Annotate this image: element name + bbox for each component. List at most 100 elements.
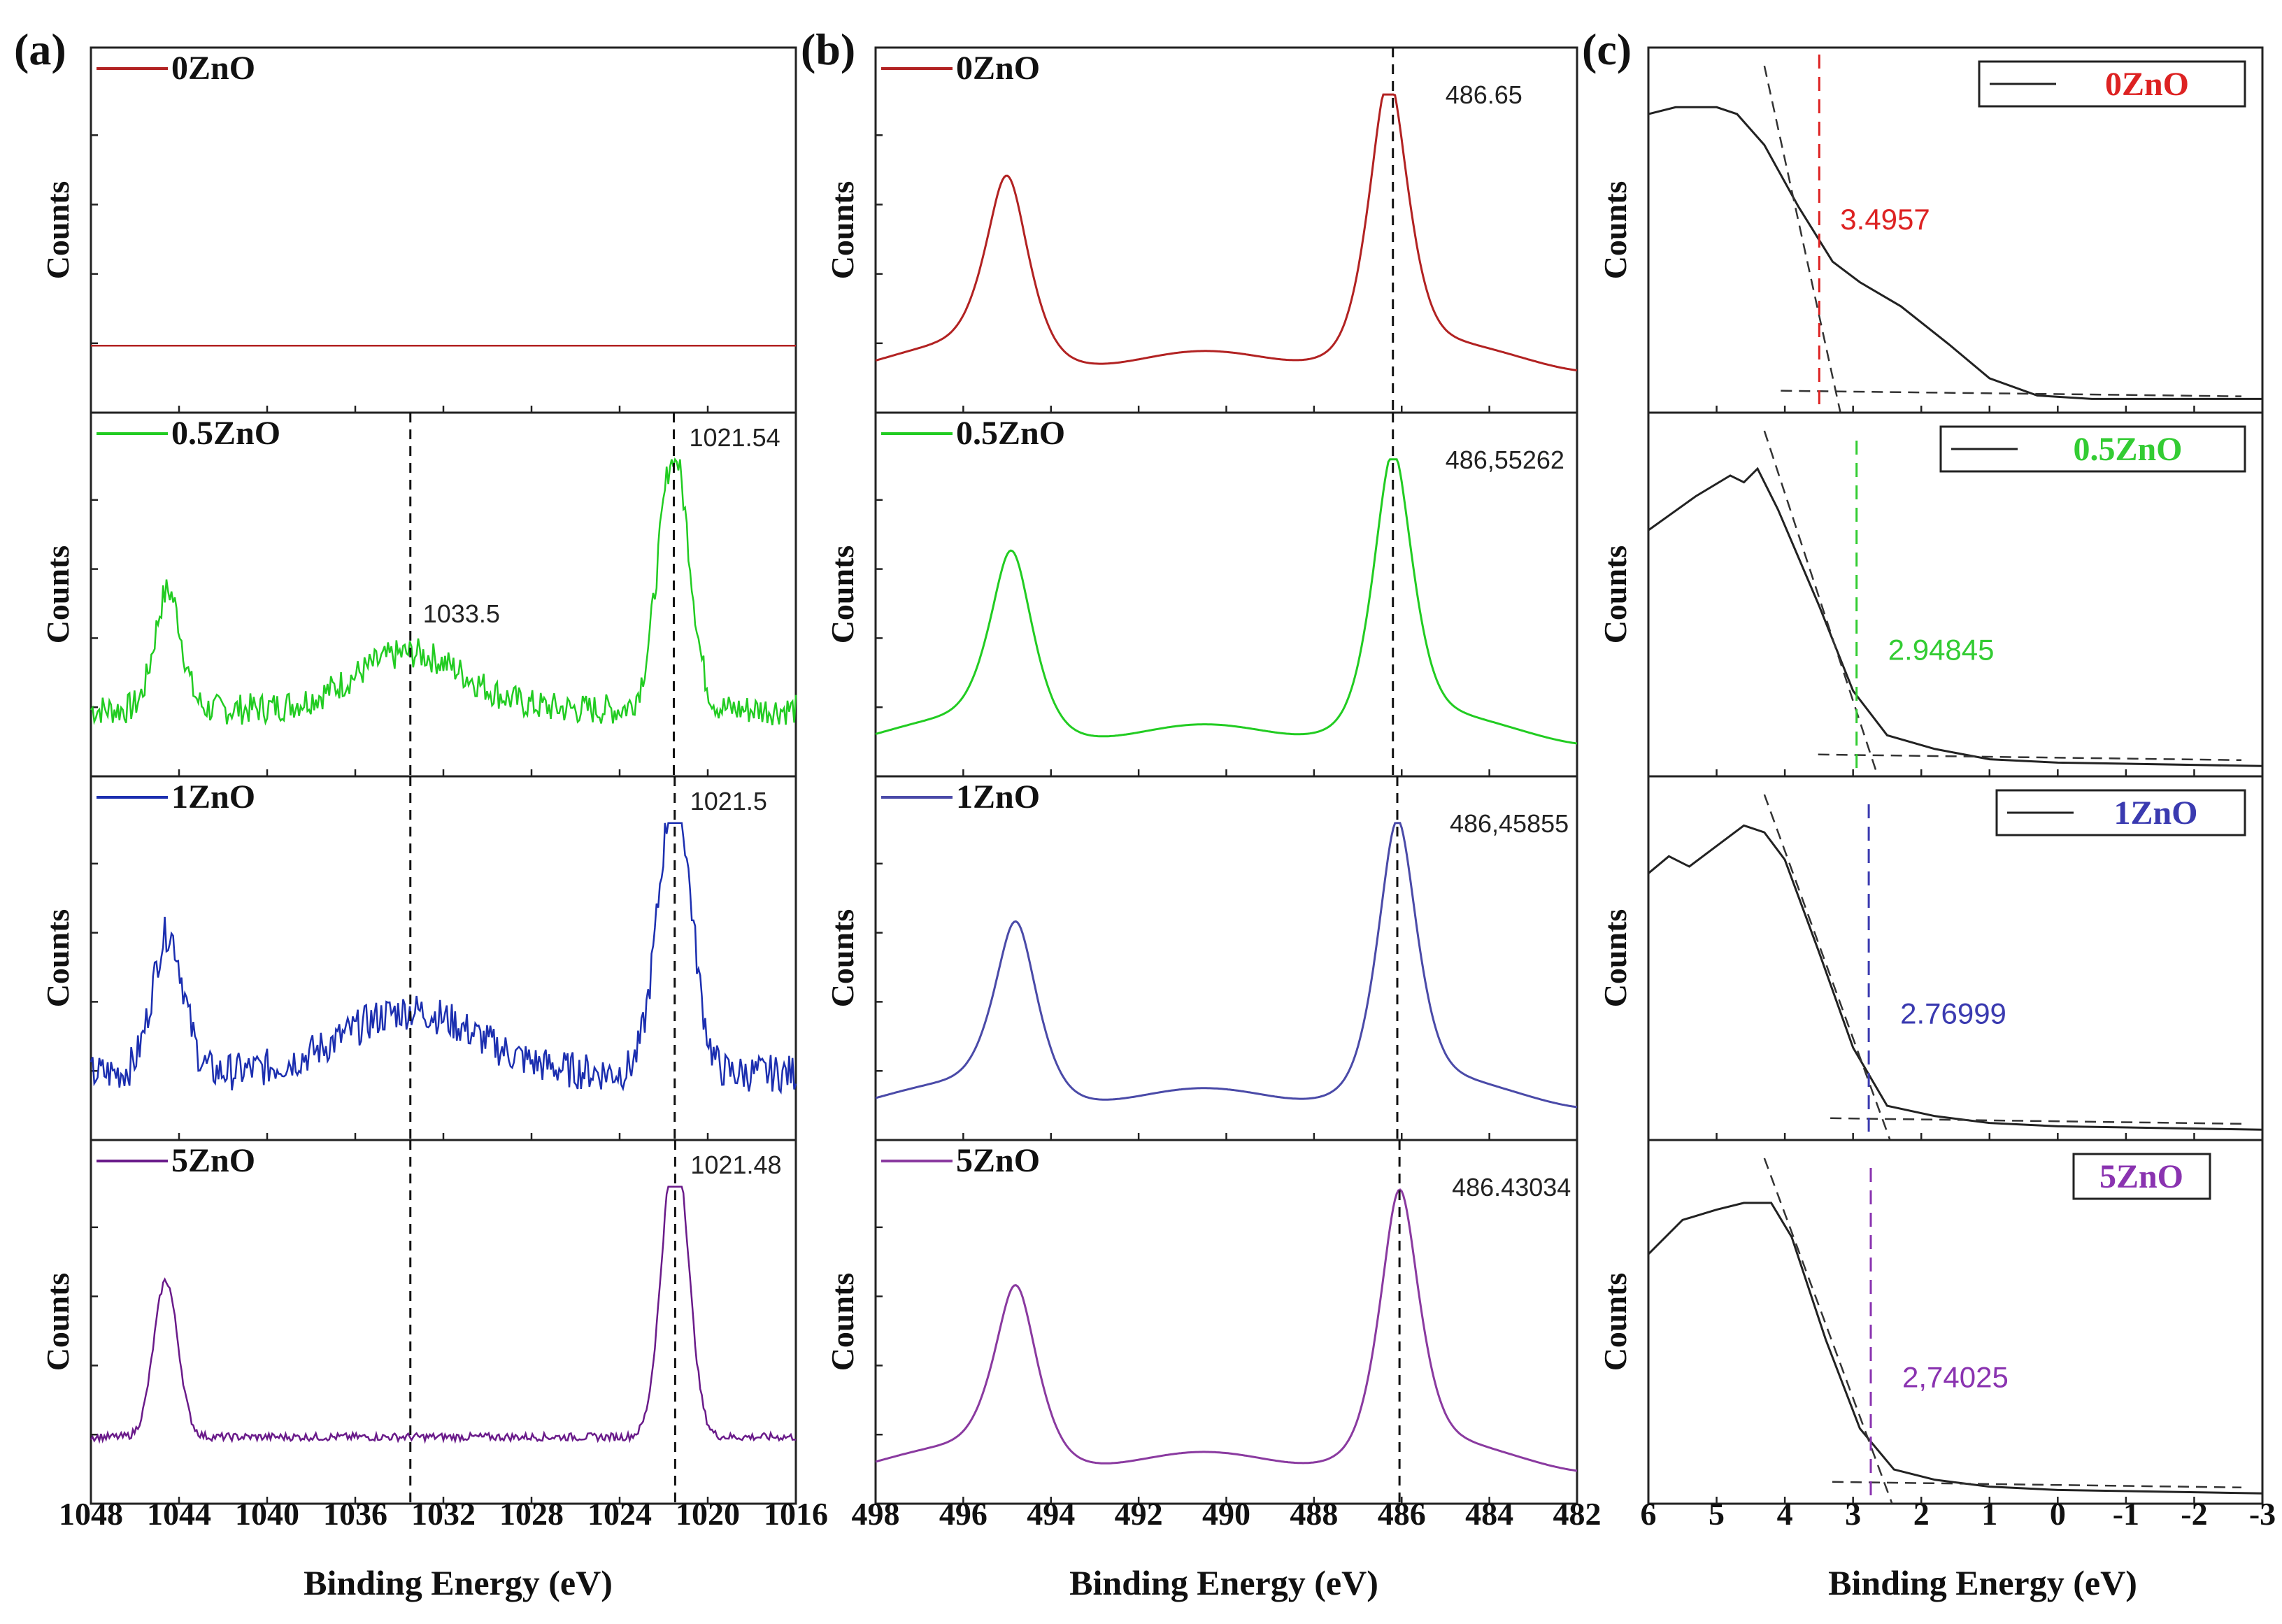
x-tick-label: 498: [852, 1496, 900, 1532]
x-tick-label: 1032: [411, 1496, 476, 1532]
y-axis-label: Counts: [1597, 546, 1633, 644]
subplot-1ZnO: Counts 2.76999 1ZnO: [1597, 775, 2264, 1141]
legend-label: 0.5ZnO: [956, 415, 1065, 452]
series-line-1ZnO: [1648, 824, 2263, 1131]
edge-tangent: [1763, 430, 1878, 776]
x-tick-label: 486: [1378, 1496, 1426, 1532]
y-axis-label: Counts: [1597, 181, 1633, 280]
x-tick-label: 1016: [764, 1496, 828, 1532]
series-line-0.5ZnO: [875, 458, 1578, 745]
subplot-5ZnO: Counts 486.43034 5ZnO: [825, 1139, 1578, 1505]
subplot-0.5ZnO: Counts 486,55262 0.5ZnO: [825, 411, 1578, 778]
subplot-5ZnO: Counts 2,74025 5ZnO: [1597, 1139, 2264, 1505]
series-line-0.5ZnO: [1648, 466, 2263, 767]
subplot-1ZnO: Counts 486,45855 1ZnO: [825, 775, 1578, 1141]
x-tick-label: 482: [1553, 1496, 1602, 1532]
x-tick-label: 1040: [235, 1496, 299, 1532]
y-axis-label: Counts: [825, 909, 860, 1008]
subplot-frame: [1647, 1139, 2264, 1505]
series-line-0.5ZnO: [90, 457, 797, 726]
subplot-0.5ZnO: Counts 2.94845 0.5ZnO: [1597, 411, 2264, 778]
series-line-1ZnO: [90, 822, 797, 1095]
peak-value-label: 1021.48: [690, 1151, 781, 1179]
series-line-1ZnO: [875, 822, 1578, 1109]
legend-label: 5ZnO: [956, 1142, 1040, 1179]
series-line-0ZnO: [1648, 106, 2262, 400]
x-tick-label: -2: [2181, 1496, 2207, 1532]
band-gap-label: 2.94845: [1888, 634, 1995, 667]
peak-value-label: 486.43034: [1452, 1173, 1571, 1202]
x-tick-label: 1: [1981, 1496, 1997, 1532]
x-tick-label: 492: [1115, 1496, 1163, 1532]
band-gap-label: 2.76999: [1900, 997, 2006, 1030]
panel-b-ce3d: Counts486.650ZnOCounts486,552620.5ZnOCou…: [825, 46, 1602, 1532]
edge-tangent: [1763, 65, 1841, 412]
peak-value-label: 1021.5: [690, 787, 767, 815]
panel-label-c: (c): [1582, 24, 1632, 74]
x-tick-label: 6: [1641, 1496, 1657, 1532]
subplot-0ZnO: Counts 0ZnO: [40, 46, 797, 414]
x-tick-label: 490: [1202, 1496, 1250, 1532]
y-axis-label: Counts: [825, 1273, 860, 1372]
legend-label: 1ZnO: [171, 778, 255, 815]
x-tick-label: 1020: [676, 1496, 740, 1532]
x-tick-label: 1036: [323, 1496, 387, 1532]
subplot-5ZnO: Counts 1021.48 5ZnO: [40, 1139, 797, 1505]
series-line-5ZnO: [90, 1185, 797, 1444]
subplot-0.5ZnO: Counts 1033.5 1021.54 0.5ZnO: [40, 411, 797, 778]
y-axis-label: Counts: [1597, 909, 1633, 1008]
x-tick-label: 0: [2050, 1496, 2066, 1532]
baseline-tangent: [1832, 1481, 2242, 1489]
series-line-5ZnO: [1647, 1202, 2263, 1495]
series-line-5ZnO: [875, 1188, 1578, 1472]
subplot-frame: [90, 411, 797, 778]
subplot-1ZnO: Counts 1021.5 1ZnO: [40, 775, 797, 1141]
x-tick-label: 3: [1845, 1496, 1861, 1532]
edge-tangent: [1763, 794, 1891, 1140]
legend-label: 0ZnO: [171, 50, 255, 87]
baseline-tangent: [1781, 390, 2242, 397]
subplot-frame: [90, 46, 797, 414]
y-axis-label: Counts: [40, 909, 76, 1008]
x-tick-label: 4: [1777, 1496, 1793, 1532]
x-tick-label: 496: [939, 1496, 987, 1532]
y-axis-label: Counts: [825, 546, 860, 644]
subplot-0ZnO: Counts 3.4957 0ZnO: [1597, 46, 2264, 414]
legend-label: 5ZnO: [2099, 1158, 2183, 1195]
legend-label: 5ZnO: [171, 1142, 255, 1179]
panel-label-a: (a): [14, 24, 66, 74]
baseline-tangent: [1818, 753, 2242, 762]
peak-value-label: 486,55262: [1446, 446, 1564, 474]
peak-value-label: 486.65: [1446, 80, 1522, 109]
x-tick-label: 1028: [499, 1496, 564, 1532]
series-line-0ZnO: [875, 93, 1578, 371]
peak-value-label: 1021.54: [689, 423, 780, 452]
band-gap-label: 2,74025: [1902, 1361, 2009, 1394]
panel-a-x-axis-label: Binding Energy (eV): [304, 1563, 613, 1602]
legend-label: 0ZnO: [956, 50, 1040, 87]
x-tick-label: 1048: [59, 1496, 123, 1532]
x-tick-label: -3: [2249, 1496, 2276, 1532]
x-tick-label: 494: [1027, 1496, 1075, 1532]
baseline-tangent: [1830, 1117, 2242, 1125]
x-tick-label: -1: [2113, 1496, 2139, 1532]
subplot-0ZnO: Counts 486.65 0ZnO: [825, 46, 1578, 414]
peak-value-label: 486,45855: [1450, 809, 1569, 838]
x-tick-label: 488: [1290, 1496, 1338, 1532]
legend-label: 1ZnO: [2113, 795, 2197, 832]
peak-value-label: 1033.5: [423, 599, 500, 628]
x-tick-label: 5: [1709, 1496, 1725, 1532]
legend-label: 0.5ZnO: [171, 415, 280, 452]
panel-c-x-axis-label: Binding Energy (eV): [1828, 1563, 2137, 1602]
y-axis-label: Counts: [40, 1273, 76, 1372]
legend-box: [2072, 1153, 2211, 1200]
legend-label: 0ZnO: [2105, 66, 2189, 103]
x-tick-label: 2: [1913, 1496, 1930, 1532]
y-axis-label: Counts: [825, 181, 860, 280]
panel-c-valence-band: Counts 3.49570ZnOCounts2.948450.5ZnOCount…: [1597, 46, 2276, 1532]
legend-box: [1939, 425, 2246, 473]
y-axis-label: Counts: [1597, 1273, 1633, 1372]
legend-label: 1ZnO: [956, 778, 1040, 815]
